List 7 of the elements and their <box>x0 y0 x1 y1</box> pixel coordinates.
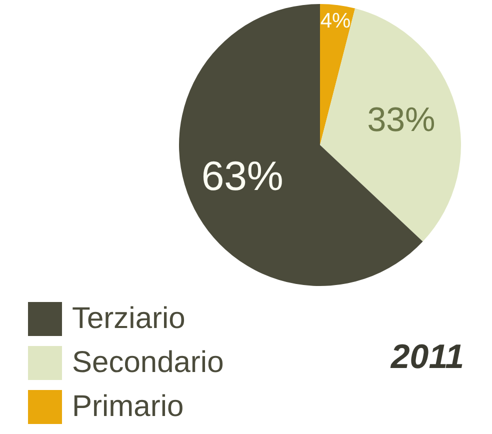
data-label: 33% <box>367 100 436 139</box>
legend-label: Secondario <box>72 346 224 380</box>
data-label: 4% <box>320 10 351 33</box>
legend-label: Terziario <box>72 302 186 336</box>
legend-label: Primario <box>72 390 184 424</box>
data-label: 63% <box>201 152 284 199</box>
text: 2011 <box>390 338 464 377</box>
